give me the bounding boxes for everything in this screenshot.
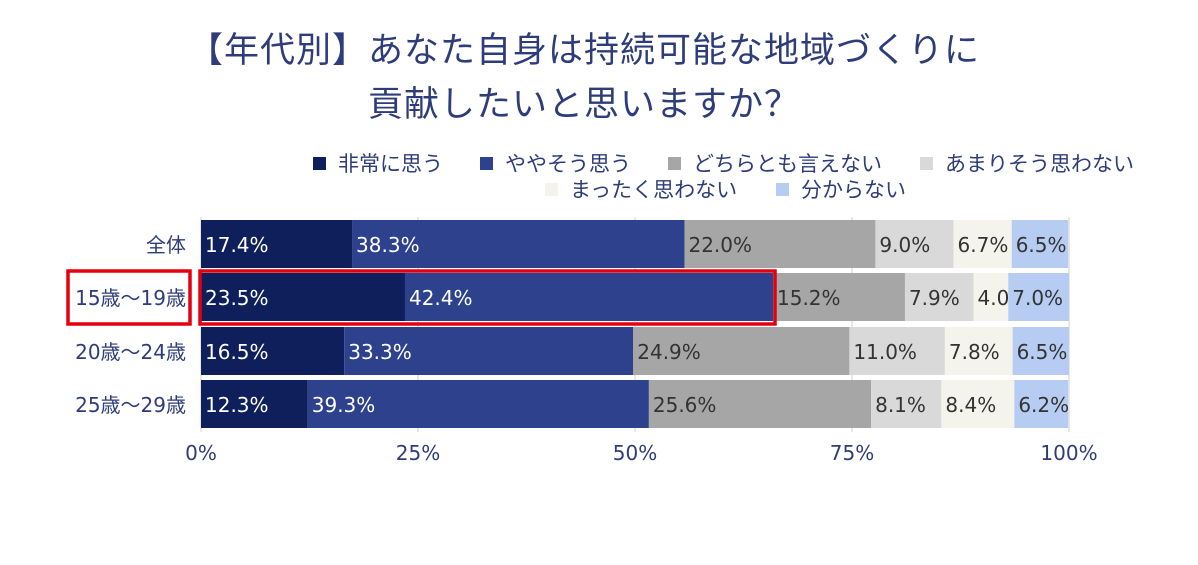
legend-label: どちらとも言えない bbox=[693, 152, 882, 176]
bar-segment bbox=[1014, 380, 1069, 428]
bar-segment bbox=[352, 220, 685, 268]
data-label: 23.5% bbox=[205, 286, 269, 310]
bar-segment bbox=[773, 273, 905, 321]
data-label: 6.5% bbox=[1016, 233, 1067, 257]
highlight-box-category bbox=[66, 269, 192, 326]
legend-swatch bbox=[545, 183, 558, 196]
x-tick-label: 100% bbox=[1040, 441, 1097, 465]
category-label: 25歳〜29歳 bbox=[75, 393, 186, 417]
bar-segment bbox=[201, 327, 345, 375]
x-tick-label: 0% bbox=[185, 441, 217, 465]
legend-label: 非常に思う bbox=[338, 152, 443, 176]
bar-segment bbox=[941, 380, 1015, 428]
data-label: 17.4% bbox=[205, 233, 269, 257]
bar-segment bbox=[973, 273, 1009, 321]
legend-item-somewhat-agree: ややそう思う bbox=[480, 148, 631, 178]
chart-title-line-2: 貢献したいと思いますか？ bbox=[367, 85, 800, 125]
legend-swatch bbox=[313, 157, 326, 170]
bar-segment bbox=[871, 380, 942, 428]
bar-segment bbox=[904, 273, 974, 321]
data-label: 8.4% bbox=[945, 393, 996, 417]
bar-segment bbox=[875, 220, 954, 268]
bar-segment bbox=[1008, 273, 1069, 321]
bar-segment bbox=[684, 220, 876, 268]
data-label: 7.8% bbox=[949, 340, 1000, 364]
data-label: 39.3% bbox=[312, 393, 376, 417]
bar-segment bbox=[307, 380, 649, 428]
bar-segment bbox=[201, 220, 353, 268]
legend-item-somewhat-disagree: あまりそう思わない bbox=[920, 148, 1134, 178]
data-label: 42.4% bbox=[409, 286, 473, 310]
legend-item-dont-know: 分からない bbox=[776, 174, 906, 204]
bar-segment bbox=[201, 273, 405, 321]
legend-swatch bbox=[480, 157, 493, 170]
legend-label: まったく思わない bbox=[570, 178, 738, 202]
bar-segment bbox=[201, 380, 308, 428]
x-tick-label: 25% bbox=[396, 441, 440, 465]
category-label: 15歳〜19歳 bbox=[75, 286, 186, 310]
legend-swatch bbox=[920, 157, 933, 170]
data-label: 6.5% bbox=[1017, 340, 1068, 364]
bar-segment bbox=[633, 327, 850, 375]
data-label: 24.9% bbox=[637, 340, 701, 364]
bar-segment bbox=[953, 220, 1012, 268]
data-label: 38.3% bbox=[356, 233, 420, 257]
highlight-box-bars bbox=[198, 269, 777, 326]
category-label: 全体 bbox=[146, 233, 186, 257]
bar-segment bbox=[1012, 327, 1069, 375]
data-label: 7.0% bbox=[1012, 286, 1063, 310]
bar-segment bbox=[344, 327, 634, 375]
bar-segment bbox=[849, 327, 945, 375]
category-label: 20歳〜24歳 bbox=[75, 340, 186, 364]
data-label: 11.0% bbox=[853, 340, 917, 364]
data-label: 9.0% bbox=[879, 233, 930, 257]
data-label: 33.3% bbox=[348, 340, 412, 364]
legend-label: あまりそう思わない bbox=[945, 152, 1134, 176]
data-label: 22.0% bbox=[688, 233, 752, 257]
data-label: 6.7% bbox=[958, 233, 1009, 257]
legend-swatch bbox=[668, 157, 681, 170]
bar-segment bbox=[648, 380, 872, 428]
data-label: 16.5% bbox=[205, 340, 269, 364]
legend-item-neutral: どちらとも言えない bbox=[668, 148, 882, 178]
legend-label: ややそう思う bbox=[505, 152, 631, 176]
data-label: 7.9% bbox=[909, 286, 960, 310]
legend-item-strongly-agree: 非常に思う bbox=[313, 148, 443, 178]
bar-segment bbox=[404, 273, 774, 321]
x-tick-label: 75% bbox=[830, 441, 874, 465]
data-label: 25.6% bbox=[653, 393, 717, 417]
data-label: 6.2% bbox=[1018, 393, 1069, 417]
legend-label: 分からない bbox=[801, 178, 906, 202]
data-label: 12.3% bbox=[205, 393, 269, 417]
legend-item-strongly-disagree: まったく思わない bbox=[545, 174, 737, 204]
chart-title-line-1: 【年代別】あなた自身は持続可能な地域づくりに bbox=[187, 31, 980, 71]
data-label: 8.1% bbox=[875, 393, 926, 417]
bar-segment bbox=[944, 327, 1013, 375]
bar-segment bbox=[1011, 220, 1069, 268]
data-label: 15.2% bbox=[777, 286, 841, 310]
legend-swatch bbox=[776, 183, 789, 196]
x-tick-label: 50% bbox=[613, 441, 657, 465]
